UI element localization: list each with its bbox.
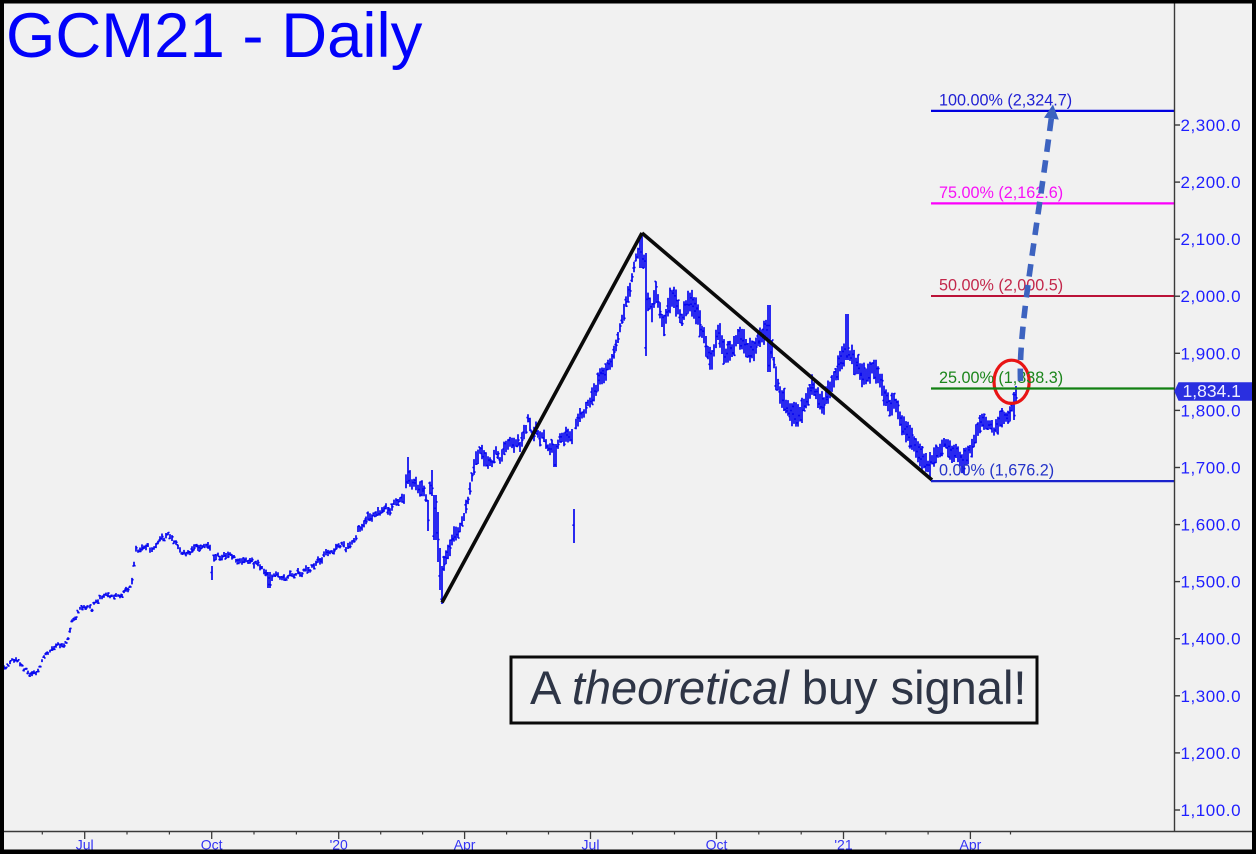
svg-text:Oct: Oct — [706, 837, 728, 853]
svg-text:'21: '21 — [834, 837, 852, 853]
svg-text:2,300.0: 2,300.0 — [1181, 116, 1242, 135]
svg-text:1,600.0: 1,600.0 — [1181, 516, 1242, 535]
svg-text:1,100.0: 1,100.0 — [1181, 801, 1242, 820]
svg-text:1,400.0: 1,400.0 — [1181, 630, 1242, 649]
svg-text:2,200.0: 2,200.0 — [1181, 173, 1242, 192]
svg-text:Oct: Oct — [201, 837, 223, 853]
svg-text:50.00% (2,000.5): 50.00% (2,000.5) — [939, 277, 1063, 295]
svg-text:0.00% (1,676.2): 0.00% (1,676.2) — [939, 462, 1054, 480]
svg-text:'20: '20 — [330, 837, 348, 853]
svg-text:GCM21 - Daily: GCM21 - Daily — [6, 1, 423, 71]
svg-text:2,000.0: 2,000.0 — [1181, 287, 1242, 306]
svg-text:1,200.0: 1,200.0 — [1181, 744, 1242, 763]
svg-text:1,834.1: 1,834.1 — [1183, 381, 1241, 401]
svg-text:75.00% (2,162.6): 75.00% (2,162.6) — [939, 184, 1063, 202]
svg-text:Apr: Apr — [960, 837, 982, 853]
svg-text:1,700.0: 1,700.0 — [1181, 459, 1242, 478]
svg-text:25.00% (1,838.3): 25.00% (1,838.3) — [939, 369, 1063, 387]
svg-text:100.00% (2,324.7): 100.00% (2,324.7) — [939, 91, 1072, 109]
svg-text:1,500.0: 1,500.0 — [1181, 573, 1242, 592]
svg-text:1,900.0: 1,900.0 — [1181, 344, 1242, 363]
svg-text:2,100.0: 2,100.0 — [1181, 230, 1242, 249]
svg-text:1,800.0: 1,800.0 — [1181, 401, 1242, 420]
svg-text:A theoretical buy signal!: A theoretical buy signal! — [530, 661, 1026, 714]
svg-text:Jul: Jul — [76, 837, 94, 853]
svg-text:Apr: Apr — [454, 837, 476, 853]
svg-text:1,300.0: 1,300.0 — [1181, 687, 1242, 706]
svg-text:Jul: Jul — [582, 837, 600, 853]
